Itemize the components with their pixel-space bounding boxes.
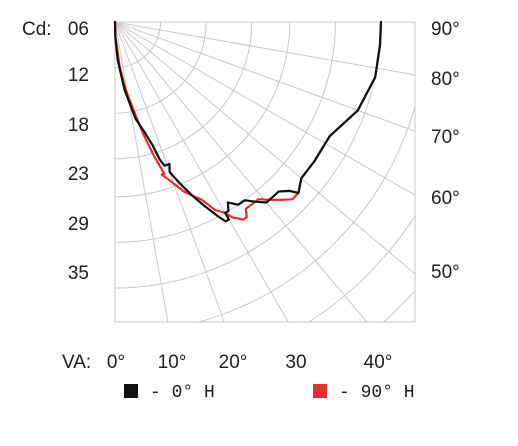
legend-label-1: - 90° H bbox=[339, 383, 415, 403]
intensity-axis-prefix: Cd: bbox=[22, 19, 52, 40]
va-tick-label: 30 bbox=[285, 352, 306, 373]
legend-label-0: - 0° H bbox=[150, 383, 215, 403]
va-tick-label: 20° bbox=[219, 352, 248, 373]
cd-tick-label: 29 bbox=[68, 214, 89, 235]
angle-tick-label: 50° bbox=[431, 262, 460, 283]
grid-ray-80 bbox=[115, 22, 169, 322]
va-tick-label: 0° bbox=[107, 352, 125, 373]
legend-swatch-1 bbox=[313, 384, 327, 398]
series-line-0 bbox=[113, 20, 383, 223]
angle-tick-label: 70° bbox=[431, 127, 460, 148]
va-tick-label: 40° bbox=[364, 352, 393, 373]
series-layer bbox=[113, 20, 383, 223]
grid-ray-30 bbox=[115, 22, 415, 196]
legend-swatch-0 bbox=[124, 384, 138, 398]
angle-tick-label: 80° bbox=[431, 69, 460, 90]
cd-tick-label: 23 bbox=[68, 164, 89, 185]
cd-tick-label: 06 bbox=[68, 19, 89, 40]
grid-ray-50 bbox=[115, 22, 368, 322]
grid-ray-10 bbox=[115, 22, 415, 76]
angle-tick-label: 60° bbox=[431, 188, 460, 209]
va-axis-prefix: VA: bbox=[62, 352, 91, 373]
cd-tick-label: 35 bbox=[68, 263, 89, 284]
angle-tick-label: 90° bbox=[431, 19, 460, 40]
grid-ray-70 bbox=[115, 22, 225, 322]
cd-tick-label: 18 bbox=[68, 115, 89, 136]
axis-labels: Cd: VA: 06 12 18 23 29 35 90° 80° 70° 60° 50° 0° 10°… bbox=[22, 19, 460, 373]
plot-frame bbox=[114, 21, 416, 323]
cd-tick-label: 12 bbox=[68, 65, 89, 86]
grid-ray-40 bbox=[115, 22, 415, 275]
grid-ray-20 bbox=[115, 22, 415, 132]
va-tick-label: 10° bbox=[158, 352, 187, 373]
series-line-1 bbox=[113, 20, 383, 221]
legend: - 0° H - 90° H bbox=[124, 383, 415, 403]
grid-ray-60 bbox=[115, 22, 289, 322]
